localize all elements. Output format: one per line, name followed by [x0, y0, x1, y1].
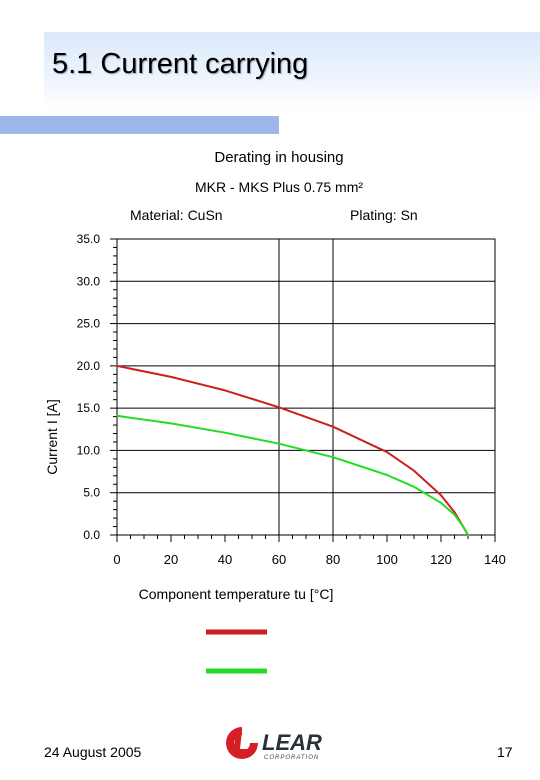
x-tick-label: 120 [430, 552, 452, 567]
lear-logo-l [233, 731, 250, 754]
x-tick-label: 20 [164, 552, 178, 567]
x-tick-label: 140 [484, 552, 506, 567]
y-tick-label: 30.0 [77, 274, 101, 288]
y-axis-label: Current I [A] [44, 399, 60, 474]
annotation-plating: Plating: Sn [350, 207, 418, 223]
y-tick-label: 0.0 [83, 528, 100, 542]
y-tick-label: 15.0 [77, 401, 101, 415]
series-line-2 [116, 414, 469, 536]
chart-subtitle: MKR - MKS Plus 0.75 mm² [195, 179, 363, 195]
y-tick-label: 5.0 [83, 486, 100, 500]
logo-name: LEAR [262, 730, 322, 755]
lear-logo: LEAR CORPORATION [226, 727, 322, 761]
y-tick-label: 25.0 [77, 317, 101, 331]
annotation-material: Material: CuSn [130, 207, 223, 223]
plot-frame [116, 238, 496, 536]
x-tick-label: 80 [326, 552, 340, 567]
x-tick-label: 40 [218, 552, 232, 567]
x-tick-label: 0 [113, 552, 120, 567]
x-tick-label: 60 [272, 552, 286, 567]
page-number: 17 [497, 744, 513, 760]
lear-logo-mark [226, 727, 258, 759]
accent-bar [0, 116, 279, 134]
x-tick-label: 100 [376, 552, 398, 567]
logo-subtitle: CORPORATION [264, 755, 319, 761]
slide-title: 5.1 Current carrying [52, 48, 309, 80]
y-tick-label: 10.0 [77, 443, 101, 457]
y-tick-label: 20.0 [77, 359, 101, 373]
chart-title: Derating in housing [214, 149, 343, 166]
x-axis-label: Component temperature tu [°C] [139, 586, 334, 602]
y-tick-label: 35.0 [77, 232, 101, 246]
title-band [44, 32, 540, 110]
footer-date: 24 August 2005 [44, 744, 142, 760]
